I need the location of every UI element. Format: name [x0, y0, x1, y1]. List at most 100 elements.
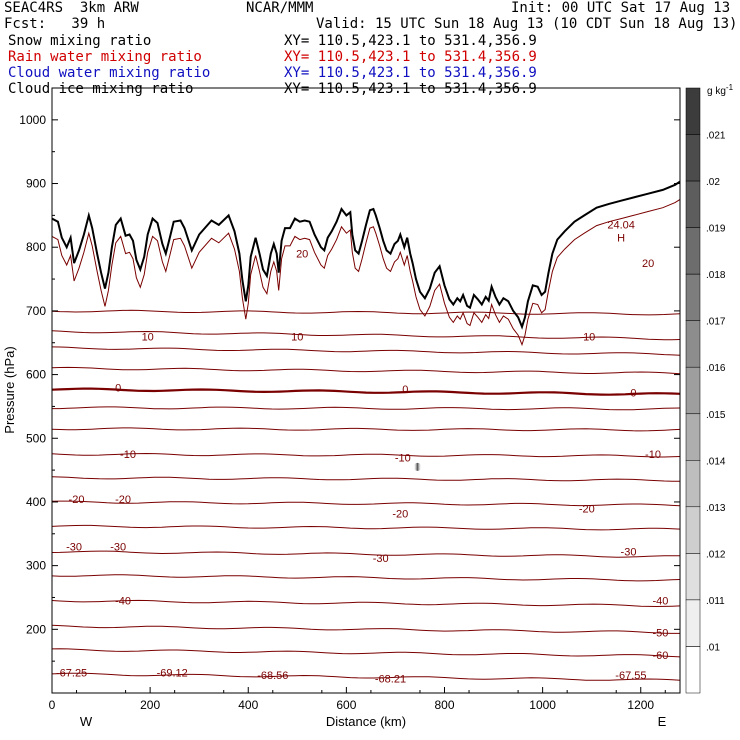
- isotherm-line: [51, 330, 681, 341]
- colorbar-swatch: [685, 227, 701, 275]
- colorbar-swatch: [685, 180, 701, 228]
- isotherm-20-line: [51, 198, 681, 347]
- contour-label: 0: [115, 382, 121, 394]
- contour-label: 10: [142, 331, 154, 343]
- x-tick-label: 0: [49, 698, 56, 712]
- contour-label: -40: [652, 596, 668, 608]
- contour-label: -10: [120, 449, 136, 461]
- contour-label: -20: [69, 494, 85, 506]
- plot-frame: [51, 87, 681, 694]
- y-tick-label: 600: [26, 368, 46, 382]
- colorbar-swatch: [685, 553, 701, 601]
- colorbar-swatch: [685, 599, 701, 647]
- colorbar-swatch: [685, 320, 701, 368]
- contour-label: -30: [373, 553, 389, 565]
- isotherm-line: [52, 406, 681, 411]
- colorbar-swatch: [685, 460, 701, 508]
- colorbar-tick-label: .02: [706, 177, 720, 188]
- colorbar-tick-label: .018: [706, 270, 726, 281]
- y-tick-label: 700: [26, 304, 46, 318]
- colorbar-swatch: [685, 87, 701, 135]
- contour-label: -40: [115, 596, 131, 608]
- x-tick-label: 600: [336, 698, 356, 712]
- contour-label: 10: [583, 331, 595, 343]
- field-cloudice-name: Cloud ice mixing ratio: [8, 81, 194, 97]
- x-tick-label: 200: [140, 698, 160, 712]
- colorbar-tick-label: .017: [706, 317, 726, 328]
- contour-label: -69.12: [157, 668, 188, 680]
- isotherm-line: [51, 550, 681, 558]
- isotherm-line: [51, 309, 681, 316]
- model-title: SEAC4RS 3km ARW: [4, 0, 139, 16]
- colorbar-tick-label: .011: [706, 596, 725, 607]
- west-label: W: [80, 714, 93, 729]
- x-tick-label: 1000: [529, 698, 556, 712]
- colorbar-tick-label: .01: [706, 643, 720, 654]
- isotherm-line: [51, 452, 681, 458]
- y-axis-title: Pressure (hPa): [2, 346, 17, 433]
- y-tick-label: 400: [26, 495, 46, 509]
- isotherm-line: [51, 574, 681, 582]
- org-label: NCAR/MMM: [246, 0, 314, 16]
- y-tick-label: 200: [26, 622, 46, 636]
- colorbar-tick-label: .019: [706, 224, 726, 235]
- contour-label: 24.04: [607, 219, 635, 231]
- colorbar-swatch: [685, 413, 701, 461]
- colorbar-tick-label: .021: [706, 131, 726, 142]
- colorbar-swatch: [685, 646, 701, 694]
- contour-label: -67.25: [56, 668, 87, 680]
- field-rain-name: Rain water mixing ratio: [8, 49, 202, 65]
- isotherm-line: [51, 524, 681, 531]
- y-tick-label: 1000: [19, 113, 46, 127]
- y-tick-label: 800: [26, 240, 46, 254]
- contour-label: -20: [392, 508, 408, 520]
- contour-label: -30: [66, 542, 82, 554]
- isotherm-line: [51, 366, 681, 375]
- field-cloudice-xy: XY= 110.5,423.1 to 531.4,356.9: [284, 81, 537, 97]
- colorbar-tick-label: .014: [706, 456, 726, 467]
- colorbar-tick-label: .016: [706, 363, 726, 374]
- contour-label: -10: [645, 449, 661, 461]
- terrain-line: [51, 180, 681, 330]
- field-cloudwater-name: Cloud water mixing ratio: [8, 65, 211, 81]
- contour-label: 20: [296, 249, 308, 261]
- contour-label: -67.55: [615, 670, 646, 682]
- y-tick-label: 500: [26, 431, 46, 445]
- colorbar-swatch: [685, 273, 701, 321]
- field-cloudwater-xy: XY= 110.5,423.1 to 531.4,356.9: [284, 65, 537, 81]
- contour-label: 0: [402, 384, 408, 396]
- contour-label: -20: [579, 503, 595, 515]
- y-tick-label: 300: [26, 559, 46, 573]
- contour-label: H: [617, 233, 625, 245]
- valid-time: Valid: 15 UTC Sun 18 Aug 13 (10 CDT Sun …: [316, 16, 738, 32]
- isotherm-line: [51, 500, 681, 507]
- x-tick-label: 1200: [627, 698, 654, 712]
- contour-label: -68.21: [375, 673, 406, 685]
- forecast-hour: Fcst: 39 h: [4, 16, 106, 32]
- contour-label: -10: [395, 452, 411, 464]
- east-label: E: [658, 714, 667, 729]
- x-axis-title: Distance (km): [326, 714, 406, 729]
- contour-label: -20: [115, 494, 131, 506]
- contour-label: -30: [621, 547, 637, 559]
- isotherm-line: [51, 387, 681, 396]
- contour-label: 0: [630, 387, 636, 399]
- isotherm-line: [51, 648, 681, 658]
- colorbar-swatch: [685, 366, 701, 414]
- isotherm-line: [51, 346, 681, 356]
- contour-label: 10: [291, 331, 303, 343]
- isotherm-line: [51, 427, 681, 432]
- contour-label: -50: [652, 628, 668, 640]
- colorbar-swatch: [685, 506, 701, 554]
- colorbar-tick-label: .015: [706, 410, 726, 421]
- contour-label: -30: [110, 542, 126, 554]
- isotherm-line: [51, 476, 680, 482]
- x-tick-label: 800: [434, 698, 454, 712]
- contour-label: -68.56: [257, 670, 288, 682]
- contour-label: -60: [652, 650, 668, 662]
- colorbar-tick-label: .013: [706, 503, 726, 514]
- colorbar-swatch: [685, 134, 701, 182]
- field-snow-name: Snow mixing ratio: [8, 33, 152, 49]
- rain-mixing-ratio-shade: [413, 462, 422, 471]
